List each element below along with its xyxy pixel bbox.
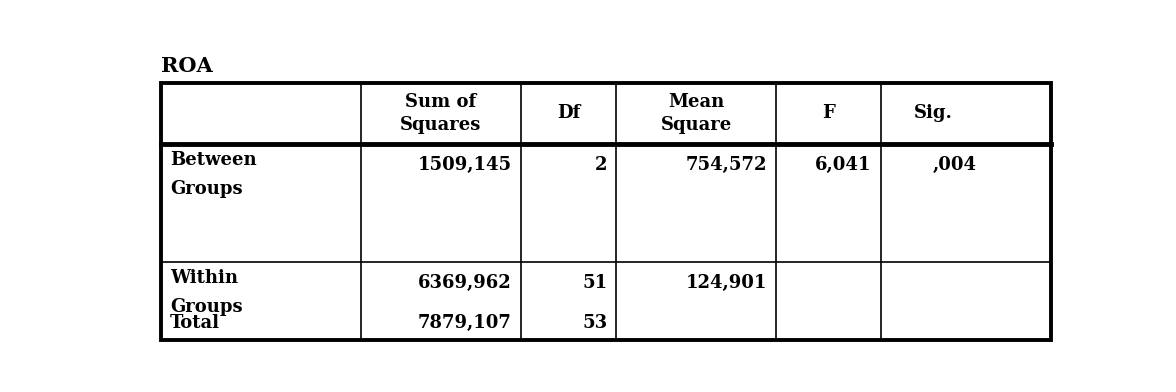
Text: Within
Groups: Within Groups bbox=[169, 269, 242, 316]
Text: F: F bbox=[822, 104, 835, 122]
Text: 51: 51 bbox=[582, 274, 607, 292]
Text: Between
Groups: Between Groups bbox=[169, 151, 256, 198]
Text: 2: 2 bbox=[595, 156, 607, 174]
Text: ROA: ROA bbox=[161, 56, 213, 76]
Text: ,004: ,004 bbox=[933, 156, 976, 174]
Text: 6369,962: 6369,962 bbox=[417, 274, 512, 292]
Text: Total: Total bbox=[169, 314, 220, 332]
Text: 7879,107: 7879,107 bbox=[417, 314, 512, 332]
Text: Sum of
Squares: Sum of Squares bbox=[400, 93, 482, 134]
Text: Sig.: Sig. bbox=[914, 104, 953, 122]
Text: Df: Df bbox=[556, 104, 580, 122]
Text: Mean
Square: Mean Square bbox=[661, 93, 731, 134]
Bar bbox=[161, 83, 1051, 340]
Text: 1509,145: 1509,145 bbox=[417, 156, 512, 174]
Text: 6,041: 6,041 bbox=[815, 156, 871, 174]
Text: 124,901: 124,901 bbox=[686, 274, 767, 292]
Text: 754,572: 754,572 bbox=[686, 156, 767, 174]
Text: 53: 53 bbox=[582, 314, 607, 332]
